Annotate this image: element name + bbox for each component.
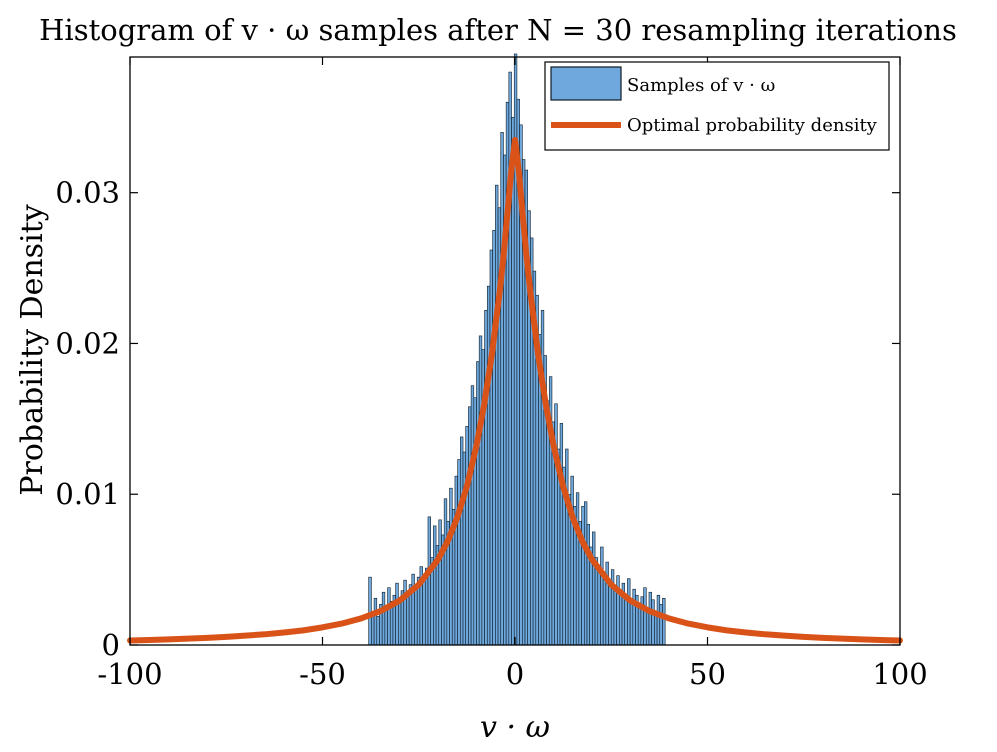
histogram-bar	[460, 436, 464, 646]
histogram-bar	[398, 599, 402, 646]
histogram-bar	[384, 608, 388, 646]
histogram-bar	[395, 582, 399, 646]
histogram-bar	[629, 599, 634, 646]
histogram-bar	[454, 475, 458, 646]
axis-ticks: -100 -50 0 50 100 0 0.01 0.02 0.03	[55, 57, 928, 691]
histogram-bar	[438, 519, 442, 646]
histogram-bar	[613, 590, 617, 646]
histogram-bar	[586, 524, 591, 646]
y-tick-label: 0	[102, 628, 120, 662]
chart-title: Histogram of v · ω samples after N = 30 …	[39, 13, 957, 47]
histogram-bar	[654, 613, 658, 646]
histogram-bar	[500, 132, 504, 646]
histogram-bar	[575, 492, 580, 646]
x-tick-label: -50	[299, 657, 346, 691]
histogram-bar	[449, 487, 453, 646]
histogram-bar	[433, 525, 437, 646]
histogram-bar	[619, 591, 623, 646]
histogram-bar	[581, 505, 585, 646]
histogram-bar	[414, 587, 418, 646]
histogram-bar	[583, 501, 588, 646]
histogram-bar	[600, 546, 604, 646]
histogram-bar	[403, 579, 407, 646]
histogram-bar	[387, 587, 391, 646]
histogram-bar	[484, 309, 488, 646]
histogram-bar	[659, 603, 663, 646]
histogram-bar	[643, 587, 647, 646]
y-axis-label: Probability Density	[15, 204, 50, 495]
legend-label-histogram: Samples of v · ω	[627, 75, 775, 96]
histogram-bar	[495, 184, 499, 646]
histogram-bar	[662, 597, 666, 646]
histogram-bar	[624, 597, 628, 646]
plot-area: -100 -50 0 50 100 0 0.01 0.02 0.03	[55, 53, 928, 691]
histogram-bar	[602, 572, 607, 646]
histogram-bar	[489, 249, 493, 646]
histogram-bar	[470, 385, 475, 646]
histogram-bar	[486, 285, 491, 646]
histogram-bar	[570, 475, 574, 646]
histogram-bar	[465, 426, 469, 646]
y-tick-label: 0.02	[55, 326, 120, 360]
legend: Samples of v · ω Optimal probability den…	[544, 61, 890, 151]
histogram-bar	[457, 459, 461, 646]
x-tick-label: 50	[689, 657, 726, 691]
histogram-bar	[443, 498, 448, 646]
legend-swatch-histogram	[550, 66, 622, 101]
histogram-bar	[597, 564, 601, 646]
legend-label-curve: Optimal probability density	[627, 115, 878, 136]
histogram-bar	[373, 597, 378, 646]
histogram-bar	[468, 406, 472, 646]
histogram-bar	[478, 335, 483, 646]
histogram-bar	[368, 576, 372, 646]
histogram-bars	[368, 53, 666, 646]
histogram-bar	[381, 591, 386, 646]
histogram-bar	[632, 588, 636, 646]
histogram-bar	[406, 593, 410, 646]
histogram-bar	[592, 531, 596, 646]
x-tick-label: 0	[506, 657, 524, 691]
histogram-bar	[376, 616, 380, 646]
histogram-bar	[651, 599, 655, 646]
x-tick-label: -100	[97, 657, 162, 691]
y-tick-label: 0.01	[55, 477, 120, 511]
histogram-bar	[427, 516, 431, 646]
histogram-bar	[608, 581, 612, 646]
histogram-bar	[546, 400, 550, 646]
x-axis-label: v · ω	[480, 710, 550, 745]
histogram-bar	[476, 361, 480, 646]
y-tick-label: 0.03	[55, 176, 120, 210]
histogram-bar	[645, 608, 650, 646]
histogram-bar	[559, 423, 564, 646]
x-tick-label: 100	[872, 657, 927, 691]
histogram-bar	[422, 578, 426, 646]
optimal-density-curve	[127, 136, 903, 644]
histogram-bar	[627, 578, 631, 646]
histogram-bar	[565, 448, 569, 646]
histogram-bar	[656, 594, 661, 646]
histogram-bar	[492, 230, 496, 646]
histogram-bar	[648, 591, 652, 646]
